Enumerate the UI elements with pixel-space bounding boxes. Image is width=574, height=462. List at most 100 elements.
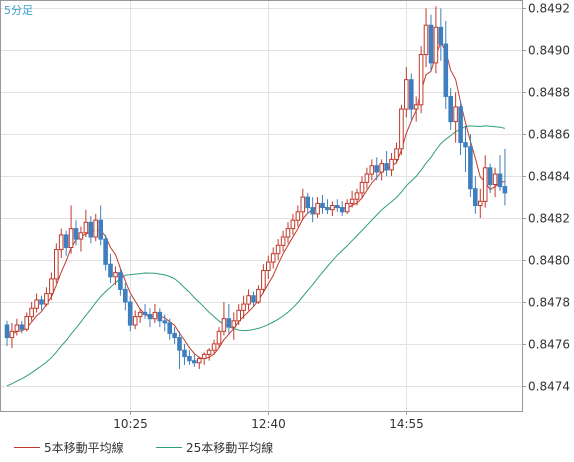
candle-down bbox=[305, 196, 310, 209]
ma-5-line bbox=[6, 41, 506, 360]
series-25-ma bbox=[6, 125, 506, 387]
candle-up bbox=[280, 236, 286, 246]
candle-up bbox=[275, 244, 281, 255]
candle-up bbox=[354, 192, 360, 200]
candle-down bbox=[157, 311, 163, 322]
candle-down bbox=[187, 356, 192, 362]
candle-up bbox=[152, 311, 158, 320]
candle-up bbox=[404, 79, 409, 110]
y-tick-label: 0.8482 bbox=[528, 212, 570, 226]
plot-frame bbox=[0, 0, 523, 412]
candle-down bbox=[502, 186, 508, 194]
y-tick-label: 0.8476 bbox=[528, 338, 570, 352]
y-tick-label: 0.8490 bbox=[528, 44, 570, 58]
legend-label: 25本移動平均線 bbox=[186, 440, 273, 455]
candle-up bbox=[231, 320, 237, 328]
candle-up bbox=[379, 163, 384, 173]
candle-down bbox=[339, 207, 345, 213]
candle-down bbox=[497, 173, 503, 188]
candle-down bbox=[473, 188, 478, 206]
candle-down bbox=[19, 324, 25, 330]
legend-label: 5本移動平均線 bbox=[44, 440, 124, 455]
candle-up bbox=[197, 358, 202, 364]
candle-down bbox=[320, 202, 325, 209]
candle-down bbox=[443, 43, 449, 97]
candle-down bbox=[123, 288, 128, 303]
candle-up bbox=[14, 324, 20, 332]
candle-up bbox=[246, 295, 251, 305]
candle-up bbox=[418, 54, 424, 106]
candle-up bbox=[399, 108, 404, 150]
candle-up bbox=[413, 104, 419, 110]
candle-up bbox=[93, 219, 99, 238]
candle-up bbox=[68, 228, 74, 249]
candle-up bbox=[270, 253, 276, 263]
candle-up bbox=[113, 272, 118, 278]
candle-up bbox=[58, 234, 64, 251]
candle-down bbox=[226, 318, 232, 328]
candle-up bbox=[24, 316, 29, 330]
candle-up bbox=[364, 173, 370, 183]
candle-up bbox=[137, 311, 143, 318]
candle-up bbox=[221, 318, 227, 332]
candle-down bbox=[4, 324, 10, 339]
y-axis: 0.8474 0.8476 0.8478 0.8480 0.8482 0.8484 0.84… bbox=[522, 2, 570, 394]
y-tick-label: 0.8474 bbox=[528, 380, 570, 394]
ma-25-line bbox=[6, 125, 506, 387]
candle-up bbox=[78, 232, 84, 240]
legend: 5本移動平均線 25本移動平均線 bbox=[14, 440, 273, 455]
candle-down bbox=[487, 167, 493, 186]
y-tick-label: 0.8492 bbox=[528, 2, 570, 16]
candle-up bbox=[359, 181, 365, 194]
x-tick-label: 10:25 bbox=[113, 417, 148, 431]
candle-down bbox=[374, 165, 379, 173]
candle-down bbox=[325, 207, 330, 211]
y-tick-label: 0.8484 bbox=[528, 170, 570, 184]
candle-up bbox=[453, 106, 458, 123]
candle-down bbox=[172, 332, 177, 339]
y-tick-label: 0.8480 bbox=[528, 254, 570, 268]
series-5-ma bbox=[6, 41, 506, 360]
candle-up bbox=[83, 221, 89, 234]
candle-down bbox=[409, 79, 414, 110]
candle-down bbox=[310, 207, 315, 215]
candle-down bbox=[162, 320, 168, 324]
candle-down bbox=[448, 96, 453, 123]
candle-down bbox=[468, 146, 473, 190]
candle-up bbox=[423, 24, 429, 56]
candle-up bbox=[295, 211, 301, 221]
candle-up bbox=[201, 353, 207, 360]
candle-up bbox=[211, 343, 217, 351]
candles bbox=[4, 6, 508, 370]
candle-down bbox=[463, 142, 468, 148]
candle-up bbox=[492, 173, 498, 185]
timeframe-label: 5分足 bbox=[4, 4, 33, 17]
candle-down bbox=[192, 360, 197, 364]
candle-down bbox=[118, 272, 123, 290]
candle-down bbox=[335, 205, 340, 209]
candle-up bbox=[285, 228, 291, 238]
candle-down bbox=[88, 221, 94, 238]
y-tick-label: 0.8488 bbox=[528, 86, 570, 100]
candle-down bbox=[73, 228, 79, 240]
candle-up bbox=[330, 205, 335, 211]
candle-up bbox=[9, 330, 15, 339]
candle-down bbox=[98, 219, 104, 240]
candle-up bbox=[369, 165, 375, 175]
candle-up bbox=[478, 200, 483, 207]
candle-up bbox=[261, 270, 266, 290]
y-tick-label: 0.8486 bbox=[528, 128, 570, 142]
x-tick-label: 12:40 bbox=[251, 417, 286, 431]
y-tick-label: 0.8478 bbox=[528, 296, 570, 310]
candle-up bbox=[315, 202, 320, 215]
candle-down bbox=[167, 322, 172, 334]
candle-up bbox=[29, 307, 34, 318]
candle-down bbox=[63, 234, 69, 248]
candle-down bbox=[147, 314, 153, 320]
candle-down bbox=[142, 311, 148, 315]
candle-down bbox=[127, 301, 133, 326]
candle-down bbox=[428, 24, 434, 64]
x-axis: 10:25 12:40 14:55 bbox=[113, 411, 424, 431]
candle-up bbox=[256, 288, 261, 303]
